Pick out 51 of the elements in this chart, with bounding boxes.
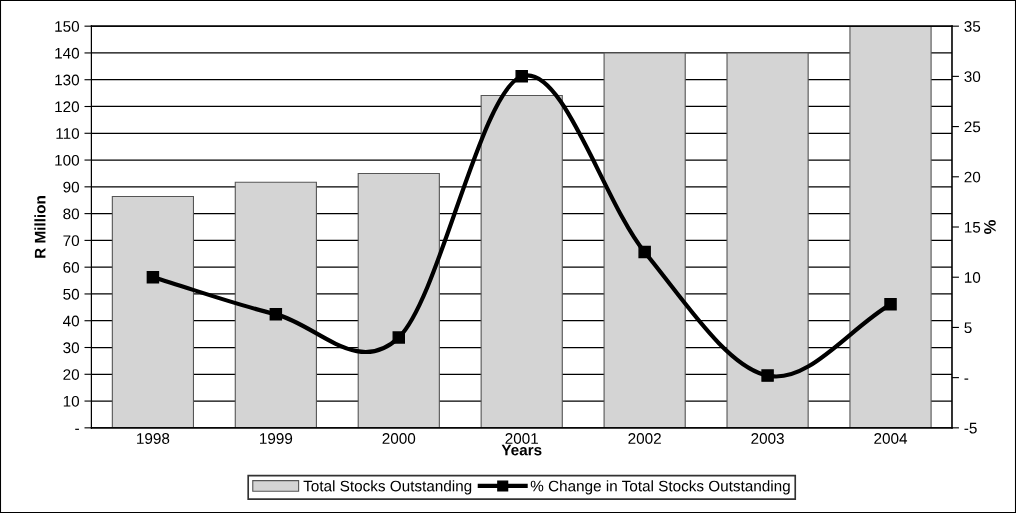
legend-label: % Change in Total Stocks Outstanding	[530, 480, 790, 495]
x-tick-label: 2004	[874, 433, 908, 444]
x-tick-label: 2000	[382, 433, 416, 444]
y-tick-label: 120	[55, 101, 80, 113]
x-tick-label: 2002	[628, 433, 661, 444]
y-tick-label: 90	[63, 181, 80, 193]
y-tick-label: 100	[55, 154, 80, 166]
y-tick-label: 10	[63, 395, 80, 407]
x-tick-label: 2001	[505, 433, 538, 444]
x-tick-label: 2003	[751, 433, 784, 444]
bar	[111, 195, 195, 428]
y-tick-label: 110	[56, 128, 80, 139]
y-tick-label: 40	[62, 315, 80, 327]
point	[146, 270, 160, 284]
y2-tick-label: 35	[964, 21, 981, 32]
legend-label: Total Stocks Outstanding	[303, 480, 472, 495]
x-tick-label: 1998	[137, 433, 170, 444]
point	[638, 245, 651, 259]
y2-tick-label: -	[964, 378, 969, 380]
y-tick-label: 30	[63, 342, 80, 354]
bar	[849, 26, 932, 428]
y-tick-label: 50	[63, 288, 80, 300]
y-tick-label: 20	[63, 369, 80, 380]
y2-tick-label: 15	[964, 222, 981, 233]
y-tick-label: 150	[55, 21, 80, 32]
bar	[603, 52, 686, 428]
bar	[234, 181, 317, 428]
y2-axis-title: %	[984, 220, 996, 234]
y2-tick-label: 25	[964, 121, 981, 133]
y2-tick-label: 10	[964, 272, 981, 283]
bar	[480, 94, 563, 428]
y-tick-label: 140	[55, 47, 80, 59]
y-axis-title: R Million	[34, 196, 46, 258]
y-tick-label: 130	[55, 74, 80, 86]
x-axis-title: Years	[501, 444, 542, 456]
y2-tick-label: -5	[964, 422, 977, 434]
y2-tick-label: 20	[964, 171, 981, 183]
y-tick-label: 80	[63, 208, 80, 220]
y2-tick-label: 30	[964, 71, 981, 83]
point	[269, 308, 283, 321]
bar	[726, 52, 809, 428]
y-tick-label: -	[75, 428, 79, 430]
point	[761, 369, 774, 382]
point	[392, 331, 406, 344]
point	[884, 298, 897, 311]
y2-tick-label: 5	[964, 322, 972, 334]
y-tick-label: 70	[63, 235, 80, 247]
point	[515, 70, 528, 83]
bar	[357, 172, 440, 428]
y-tick-label: 60	[63, 262, 80, 273]
x-tick-label: 1999	[260, 433, 293, 444]
